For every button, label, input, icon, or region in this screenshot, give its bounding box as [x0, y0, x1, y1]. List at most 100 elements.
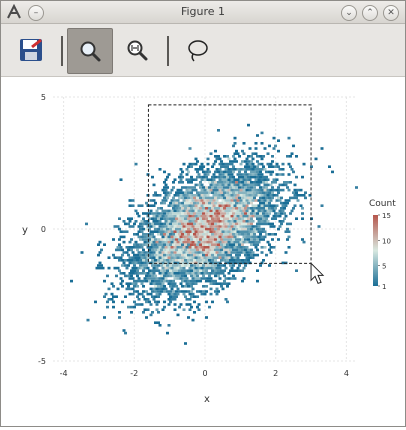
hexbin-cell [254, 188, 258, 192]
hexbin-cell [286, 155, 289, 158]
hexbin-cell [245, 162, 249, 166]
titlebar[interactable]: – Figure 1 ⌄ ⌃ ✕ [1, 1, 405, 24]
hexbin-cell [191, 256, 195, 259]
hexbin-cell [259, 212, 262, 215]
hexbin-cell [211, 212, 214, 215]
hexbin-cell [112, 305, 115, 309]
hexbin-cell [226, 243, 229, 246]
close-button[interactable]: ✕ [383, 5, 399, 21]
hexbin-cell [182, 230, 186, 233]
hexbin-cell [121, 259, 124, 262]
hexbin-cell [226, 259, 229, 262]
hexbin-cell [218, 168, 222, 171]
hexbin-cell [208, 196, 211, 200]
hexbin-cell [286, 227, 289, 231]
hexbin-cell [125, 287, 129, 291]
hexbin-cell [202, 217, 205, 220]
hexbin-cell [229, 160, 232, 163]
hexbin-cell [251, 256, 255, 259]
hexbin-cell [190, 269, 193, 272]
hexbin-cell [271, 207, 274, 210]
hexbin-cell [175, 243, 178, 246]
hexbin-cell [211, 264, 214, 267]
hexbin-cell [247, 227, 250, 231]
hexbin-cell [263, 209, 267, 213]
hexbin-cell [193, 279, 196, 283]
hexbin-cell [214, 222, 217, 226]
hexbin-cell [151, 243, 154, 246]
hexbin-cell [187, 243, 190, 246]
hexbin-cell [235, 217, 238, 220]
zoom-button[interactable] [67, 28, 113, 74]
hexbin-cell [214, 155, 217, 158]
toolbar-separator [61, 36, 63, 66]
lasso-button[interactable] [175, 28, 219, 72]
hexbin-cell [196, 222, 199, 226]
hexbin-cell [188, 303, 192, 306]
hexbin-cell [227, 168, 231, 171]
hexbin-cell [286, 201, 289, 205]
hexbin-cell [205, 290, 208, 293]
hexbin-cell [256, 181, 259, 184]
hexbin-cell [122, 230, 126, 233]
hexbin-cell [244, 253, 247, 257]
hexbin-cell [212, 235, 216, 239]
hexbin-cell [160, 269, 163, 272]
hexbin-cell [167, 246, 171, 249]
hexbin-cell [244, 238, 247, 241]
hexbin-cell [209, 240, 213, 244]
hexbin-cell [188, 162, 192, 166]
window-menu-button[interactable]: – [28, 5, 44, 21]
hexbin-cell [218, 225, 222, 228]
hexbin-cell [227, 277, 231, 280]
hexbin-cell [212, 188, 216, 192]
hexbin-cell [188, 220, 192, 223]
hexbin-cell [203, 246, 207, 249]
hexbin-cell [301, 238, 304, 241]
hexbin-cell [214, 160, 217, 163]
hexbin-cell [236, 256, 240, 259]
hexbin-cell [280, 212, 283, 215]
hexbin-cell [242, 199, 246, 202]
hexbin-cell [154, 300, 157, 304]
hexbin-cell [137, 204, 141, 207]
hexbin-cell [259, 217, 262, 220]
hexbin-cell [268, 212, 271, 215]
hexbin-cell [157, 227, 160, 231]
hexbin-cell [218, 266, 222, 270]
minimize-button[interactable]: ⌄ [341, 5, 357, 21]
save-button[interactable] [9, 28, 53, 72]
hexbin-cell [253, 207, 256, 210]
hexbin-cell [163, 201, 166, 205]
hexbin-cell [206, 256, 210, 259]
hexbin-cell [277, 227, 280, 231]
hexbin-cell [215, 225, 219, 228]
hexbin-cell [230, 162, 234, 166]
hexbin-cell [137, 277, 141, 280]
hexbin-cell [208, 212, 211, 215]
hexbin-cell [197, 199, 201, 202]
hexbin-cell [241, 248, 244, 252]
hexbin-cell [188, 230, 192, 233]
hexbin-cell [137, 235, 141, 239]
hexbin-cell [178, 217, 181, 220]
hexbin-cell [224, 220, 228, 223]
hexbin-cell [182, 214, 186, 218]
hexbin-cell [173, 204, 177, 207]
hexbin-cell [172, 253, 175, 257]
hexbin-cell [230, 168, 234, 171]
hexbin-cell [103, 279, 106, 283]
maximize-button[interactable]: ⌃ [362, 5, 378, 21]
hexbin-cell [151, 222, 154, 226]
hexbin-cell [106, 305, 109, 309]
plot-area[interactable]: -4 -2 0 2 4 -5 0 5 x y Count 1 5 10 15 [1, 77, 405, 426]
hexbin-cell [202, 170, 205, 174]
hexbin-cell [224, 204, 228, 207]
zoom-fit-button[interactable] [115, 28, 159, 72]
hexbin-cell [290, 209, 294, 213]
hexbin-cell [149, 287, 153, 291]
hexbin-cell [215, 266, 219, 270]
hexbin-cell [160, 248, 163, 252]
hexbin-cell [215, 251, 219, 254]
